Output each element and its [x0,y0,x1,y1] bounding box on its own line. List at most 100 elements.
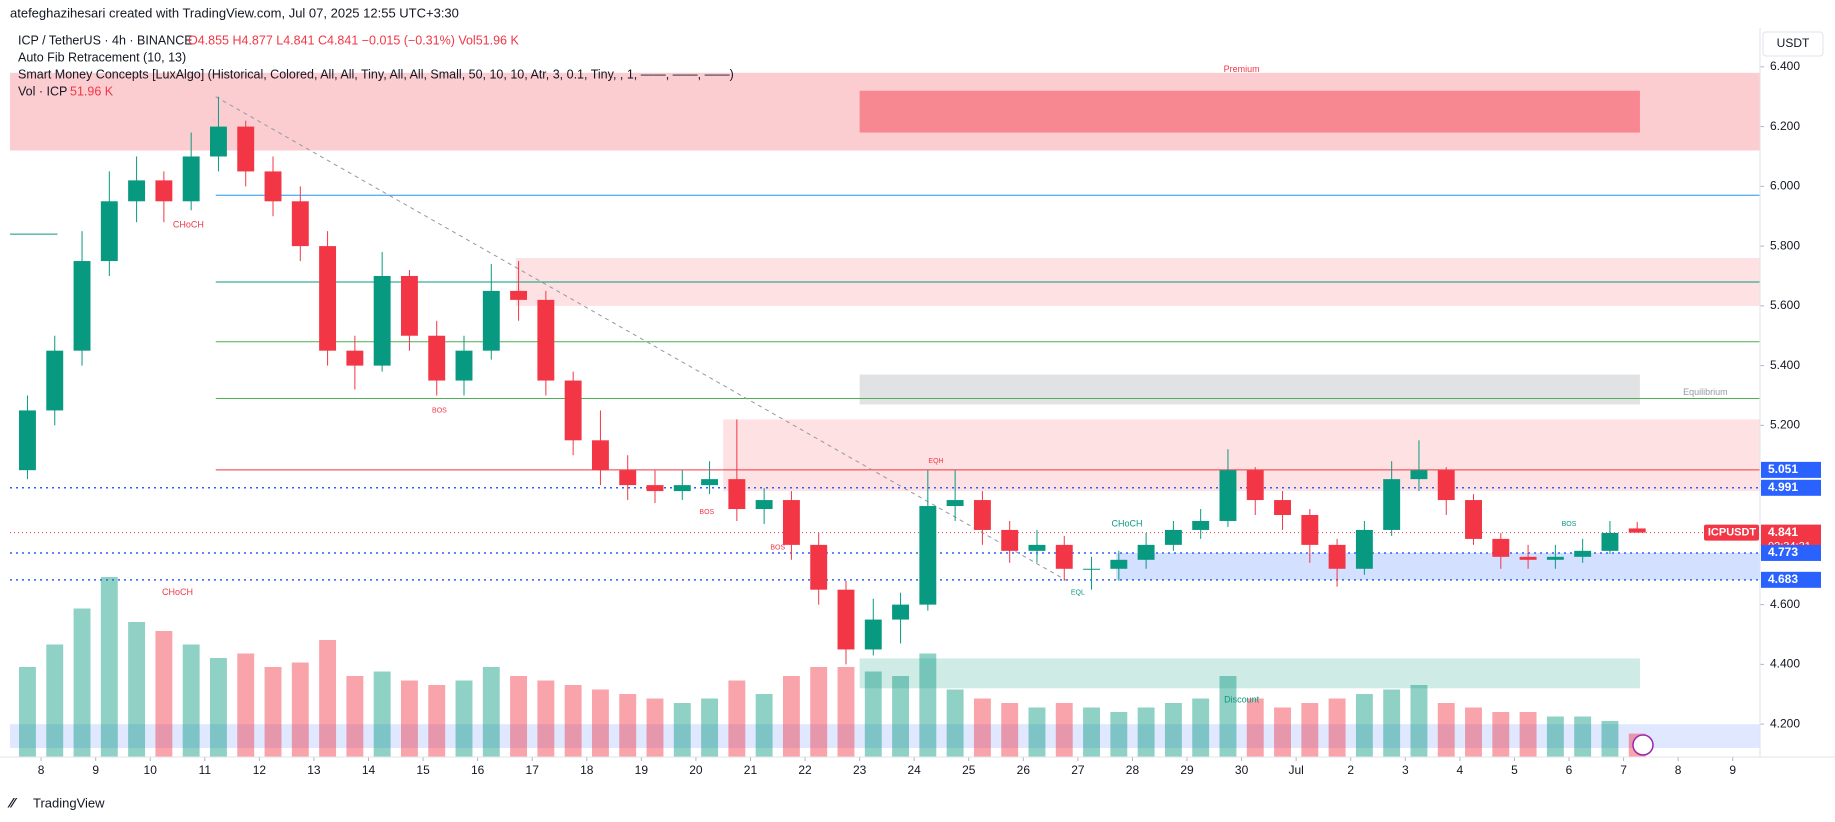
trend-line [215,96,1068,582]
annotation: EQH [928,458,943,465]
volume-bar [46,644,64,757]
volume-bar [1519,712,1537,757]
candle-body [1465,500,1482,539]
volume-bar [537,680,555,757]
price-label: 4.841 [1768,525,1798,539]
candle-body [373,275,391,366]
volume-bar [864,671,882,757]
candle-body [1601,532,1619,551]
volume-bar [182,644,200,757]
volume-bar [1437,703,1455,757]
candle-body [237,126,255,172]
currency-box[interactable] [1762,31,1824,57]
annotation: BOS [699,509,714,516]
x-tick-label: 15 [416,763,430,777]
volume-bar [1028,707,1046,757]
annotation: Premium [1224,64,1260,74]
volume-bar [1083,707,1100,757]
x-tick-label: 6 [1566,763,1573,777]
zone [10,724,1760,749]
volume-bar [1110,712,1128,757]
candle-body [701,479,719,486]
currency[interactable]: USDT [1777,36,1810,50]
candle-body [1001,529,1019,551]
legend-indicator: Auto Fib Retracement (10, 13) [18,50,186,64]
annotation: EQL [1071,590,1085,597]
x-tick-label: 26 [1017,763,1031,777]
x-tick-label: 23 [853,763,867,777]
volume-bar [1328,698,1346,757]
y-tick-label: 5.800 [1770,238,1800,252]
candle-body [1355,529,1373,569]
zone [859,658,1640,689]
candle-body [482,290,500,351]
volume-bar [673,703,691,757]
volume-bar [1055,703,1073,757]
candle-body [19,410,36,471]
x-tick-label: 30 [1235,763,1249,777]
volume-bar [1601,721,1619,757]
volume-bar [73,608,91,757]
volume-bar [1164,703,1182,757]
x-tick-label: 25 [962,763,976,777]
x-tick-label: 22 [798,763,812,777]
candle-body [755,500,773,510]
volume-bar [1192,698,1210,757]
volume-bar [755,694,773,757]
candle-body [1110,559,1128,569]
price-label: 4.773 [1768,545,1798,559]
volume-bar [646,698,664,757]
volume-bar [619,694,637,757]
x-tick-label: 11 [199,763,212,777]
volume-bar [837,667,855,757]
x-tick-label: 21 [744,763,758,777]
price-label: 4.991 [1768,480,1798,494]
price-label: 5.051 [1768,462,1798,476]
volume-bar [701,698,719,757]
candle-body [319,246,337,351]
candle-body [1437,470,1455,501]
zone [723,419,1760,492]
candle-body [1328,544,1346,569]
annotation: BOS [770,545,785,552]
candle-body [155,180,173,202]
candle-body [264,171,282,202]
legend-ohlc: O4.855 H4.877 L4.841 C4.841 −0.015 (−0.3… [188,33,519,47]
candle-body [1274,500,1291,515]
volume-bar [1137,707,1155,757]
x-tick-label: 12 [253,763,267,777]
volume-bar [1410,685,1428,757]
volume-bar [919,653,937,757]
price-label-box [1761,571,1821,588]
candle-body [1492,538,1510,557]
credit: atefeghazihesari created with TradingVie… [10,5,459,20]
x-tick-label: 2 [1347,763,1354,777]
volume-bar [1465,707,1482,757]
candle-body [946,500,964,507]
alert-icon[interactable] [1632,734,1654,756]
x-tick-label: 18 [580,763,594,777]
x-tick-label: 4 [1457,763,1464,777]
volume-bar [19,667,36,757]
annotation: BOS [1562,521,1577,528]
candle-body [1519,556,1537,560]
volume-bar [482,667,500,757]
x-tick-label: 8 [38,763,45,777]
volume-bar [373,671,391,757]
candle-body [919,506,937,605]
candle-body [346,350,364,366]
x-tick-label: 7 [1620,763,1627,777]
symbol-label: ICPUSDT [1708,527,1757,539]
x-tick-label: 19 [635,763,649,777]
zone [859,374,1640,405]
volume-bar [237,653,255,757]
candle-body [510,290,528,300]
zone [1116,552,1760,580]
volume-bar [128,622,146,757]
candle-body [400,275,418,336]
y-tick-label: 5.600 [1770,298,1800,312]
candle-body [1055,544,1073,569]
